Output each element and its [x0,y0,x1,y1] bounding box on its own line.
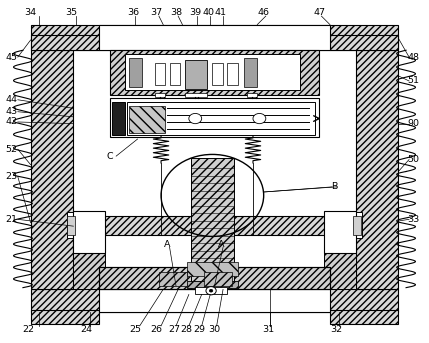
Bar [129,58,142,87]
Text: 24: 24 [80,325,92,334]
Circle shape [206,287,216,295]
Text: 47: 47 [313,8,325,17]
Bar [73,252,106,289]
Text: 34: 34 [24,8,37,17]
Text: 43: 43 [5,107,18,116]
Bar [30,289,399,311]
Bar [169,63,180,85]
Text: 31: 31 [262,325,274,334]
Text: 22: 22 [22,325,34,334]
Text: 40: 40 [202,8,214,17]
Bar [30,310,99,323]
Text: 41: 41 [215,8,227,17]
Text: 23: 23 [5,172,18,181]
Text: 48: 48 [408,52,419,61]
Circle shape [189,114,202,124]
Bar [185,60,207,89]
Bar [212,63,223,85]
Bar [154,63,165,85]
Bar [30,25,399,50]
Text: 42: 42 [6,117,18,127]
Text: 51: 51 [408,76,419,85]
Text: C: C [106,152,113,161]
Text: 35: 35 [65,8,77,17]
Text: 21: 21 [6,215,18,224]
Text: 46: 46 [258,8,270,17]
Bar [323,211,356,253]
Bar [185,93,207,97]
Bar [30,35,99,50]
Text: 33: 33 [407,215,420,224]
Bar [187,282,238,288]
Bar [195,287,227,295]
Text: 27: 27 [168,325,180,334]
Circle shape [253,114,266,124]
Text: 90: 90 [408,119,419,128]
Text: 29: 29 [193,325,205,334]
Bar [127,103,315,135]
Bar [330,310,399,323]
Bar [227,63,238,85]
Text: 36: 36 [127,8,139,17]
Text: 45: 45 [6,52,18,61]
Bar [99,25,330,50]
Bar [30,50,73,289]
Bar [112,103,125,135]
Bar [125,54,300,90]
Bar [154,93,165,97]
Text: A: A [164,240,171,249]
Bar [110,50,319,95]
Text: 32: 32 [330,325,342,334]
Text: 44: 44 [6,95,18,104]
Bar [99,289,330,311]
Text: 26: 26 [151,325,163,334]
Bar [323,252,356,289]
Bar [159,272,187,286]
Text: A: A [218,240,224,249]
Bar [204,272,232,286]
Bar [191,158,234,284]
Text: 50: 50 [408,155,419,164]
Bar [67,216,75,235]
Bar [73,211,106,253]
Bar [99,267,330,289]
Text: 30: 30 [208,325,221,334]
Text: 37: 37 [151,8,163,17]
Bar [356,50,399,289]
Bar [245,58,257,87]
Text: B: B [331,182,338,191]
Text: 52: 52 [6,145,18,154]
Text: 28: 28 [181,325,193,334]
Text: 39: 39 [189,8,201,17]
Bar [99,267,330,289]
Bar [129,106,165,133]
Bar [67,213,76,238]
Bar [353,213,362,238]
Bar [187,262,238,276]
Text: 25: 25 [130,325,142,334]
Text: 38: 38 [170,8,182,17]
Bar [247,93,257,97]
Circle shape [209,289,213,292]
Bar [330,35,399,50]
Bar [353,216,361,235]
Bar [73,216,356,235]
Bar [110,98,319,137]
